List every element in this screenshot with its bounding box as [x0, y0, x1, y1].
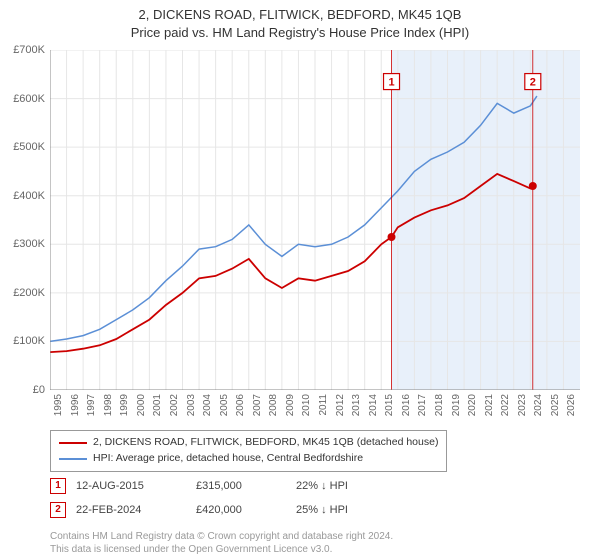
- x-tick-label: 2006: [235, 394, 246, 416]
- legend-row-price-paid: 2, DICKENS ROAD, FLITWICK, BEDFORD, MK45…: [59, 435, 438, 451]
- sale-delta-2: 25% ↓ HPI: [296, 504, 348, 516]
- legend-label-price-paid: 2, DICKENS ROAD, FLITWICK, BEDFORD, MK45…: [93, 435, 438, 451]
- x-tick-label: 2017: [417, 394, 428, 416]
- sale-row-2: 2 22-FEB-2024 £420,000 25% ↓ HPI: [50, 502, 348, 518]
- y-tick-label: £300K: [0, 238, 45, 250]
- y-tick-label: £400K: [0, 190, 45, 202]
- title-line-2: Price paid vs. HM Land Registry's House …: [0, 24, 600, 42]
- legend-swatch-hpi: [59, 458, 87, 460]
- footnote-line-2: This data is licensed under the Open Gov…: [50, 543, 393, 556]
- y-tick-label: £200K: [0, 287, 45, 299]
- sale-date-1: 12-AUG-2015: [76, 480, 196, 492]
- x-tick-label: 1996: [70, 394, 81, 416]
- x-tick-label: 2011: [318, 394, 329, 416]
- sale-marker-2: 2: [50, 502, 66, 518]
- x-tick-label: 2008: [268, 394, 279, 416]
- x-tick-label: 2023: [517, 394, 528, 416]
- x-tick-label: 2019: [451, 394, 462, 416]
- x-tick-label: 2007: [252, 394, 263, 416]
- legend-row-hpi: HPI: Average price, detached house, Cent…: [59, 451, 438, 467]
- sale-date-2: 22-FEB-2024: [76, 504, 196, 516]
- x-tick-label: 2016: [401, 394, 412, 416]
- y-tick-label: £500K: [0, 141, 45, 153]
- x-tick-label: 2013: [351, 394, 362, 416]
- sale-price-1: £315,000: [196, 480, 296, 492]
- footnote: Contains HM Land Registry data © Crown c…: [50, 530, 393, 556]
- svg-text:1: 1: [388, 77, 394, 89]
- y-tick-label: £0: [0, 384, 45, 396]
- x-tick-label: 2026: [566, 394, 577, 416]
- x-tick-label: 2003: [186, 394, 197, 416]
- x-tick-label: 1997: [86, 394, 97, 416]
- sale-delta-1: 22% ↓ HPI: [296, 480, 348, 492]
- x-tick-label: 2010: [301, 394, 312, 416]
- x-tick-label: 2018: [434, 394, 445, 416]
- sale-marker-1: 1: [50, 478, 66, 494]
- y-tick-label: £600K: [0, 93, 45, 105]
- svg-text:2: 2: [530, 77, 536, 89]
- x-tick-label: 2005: [219, 394, 230, 416]
- sale-price-2: £420,000: [196, 504, 296, 516]
- x-tick-label: 2015: [384, 394, 395, 416]
- x-tick-label: 1998: [103, 394, 114, 416]
- footnote-line-1: Contains HM Land Registry data © Crown c…: [50, 530, 393, 543]
- x-tick-label: 2020: [467, 394, 478, 416]
- x-tick-label: 2022: [500, 394, 511, 416]
- x-tick-label: 2021: [484, 394, 495, 416]
- legend-swatch-price-paid: [59, 442, 87, 444]
- x-tick-label: 2012: [335, 394, 346, 416]
- x-tick-label: 2004: [202, 394, 213, 416]
- x-tick-label: 2000: [136, 394, 147, 416]
- sale-row-1: 1 12-AUG-2015 £315,000 22% ↓ HPI: [50, 478, 348, 494]
- x-tick-label: 2001: [152, 394, 163, 416]
- legend-label-hpi: HPI: Average price, detached house, Cent…: [93, 451, 363, 467]
- x-tick-label: 1999: [119, 394, 130, 416]
- y-tick-label: £100K: [0, 335, 45, 347]
- x-tick-label: 2025: [550, 394, 561, 416]
- title-block: 2, DICKENS ROAD, FLITWICK, BEDFORD, MK45…: [0, 0, 600, 42]
- y-tick-label: £700K: [0, 44, 45, 56]
- chart-container: 2, DICKENS ROAD, FLITWICK, BEDFORD, MK45…: [0, 0, 600, 560]
- chart-area: 12 £0£100K£200K£300K£400K£500K£600K£700K…: [50, 50, 580, 390]
- plot-svg: 12: [50, 50, 580, 390]
- x-tick-label: 2009: [285, 394, 296, 416]
- x-tick-label: 2002: [169, 394, 180, 416]
- x-tick-label: 2024: [533, 394, 544, 416]
- x-tick-label: 2014: [368, 394, 379, 416]
- title-line-1: 2, DICKENS ROAD, FLITWICK, BEDFORD, MK45…: [0, 6, 600, 24]
- legend-box: 2, DICKENS ROAD, FLITWICK, BEDFORD, MK45…: [50, 430, 447, 472]
- x-tick-label: 1995: [53, 394, 64, 416]
